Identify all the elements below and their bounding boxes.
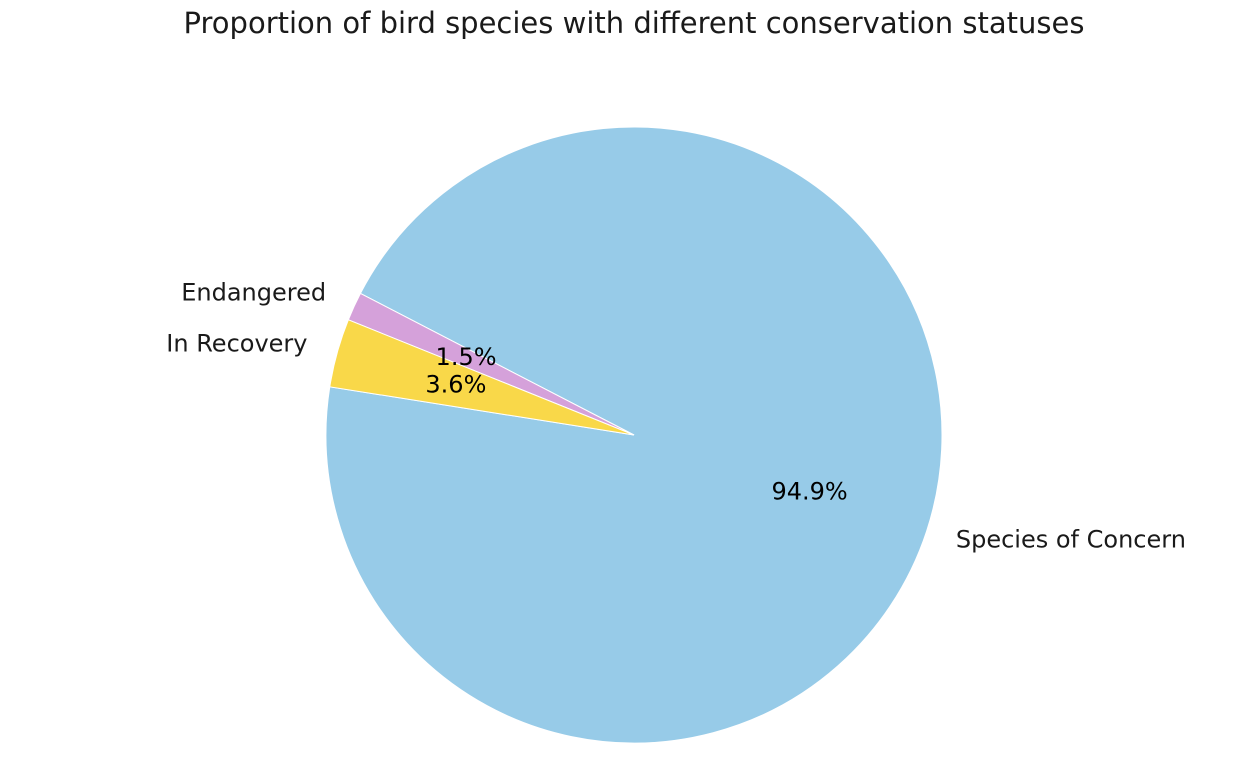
slice-label-endangered: Endangered [181,279,326,307]
pie-labels: Species of Concern 94.9% Endangered 1.5% In … [166,279,1186,554]
chart-title: Proportion of bird species with differen… [184,6,1085,40]
pct-label-endangered: 1.5% [436,343,497,371]
pct-label-species-of-concern: 94.9% [771,478,847,506]
pct-label-in-recovery: 3.6% [425,371,486,399]
slice-label-species-of-concern: Species of Concern [956,526,1186,554]
pie-slice-in-recovery [329,319,635,436]
pie-slices [325,126,943,744]
slice-label-in-recovery: In Recovery [166,330,307,358]
